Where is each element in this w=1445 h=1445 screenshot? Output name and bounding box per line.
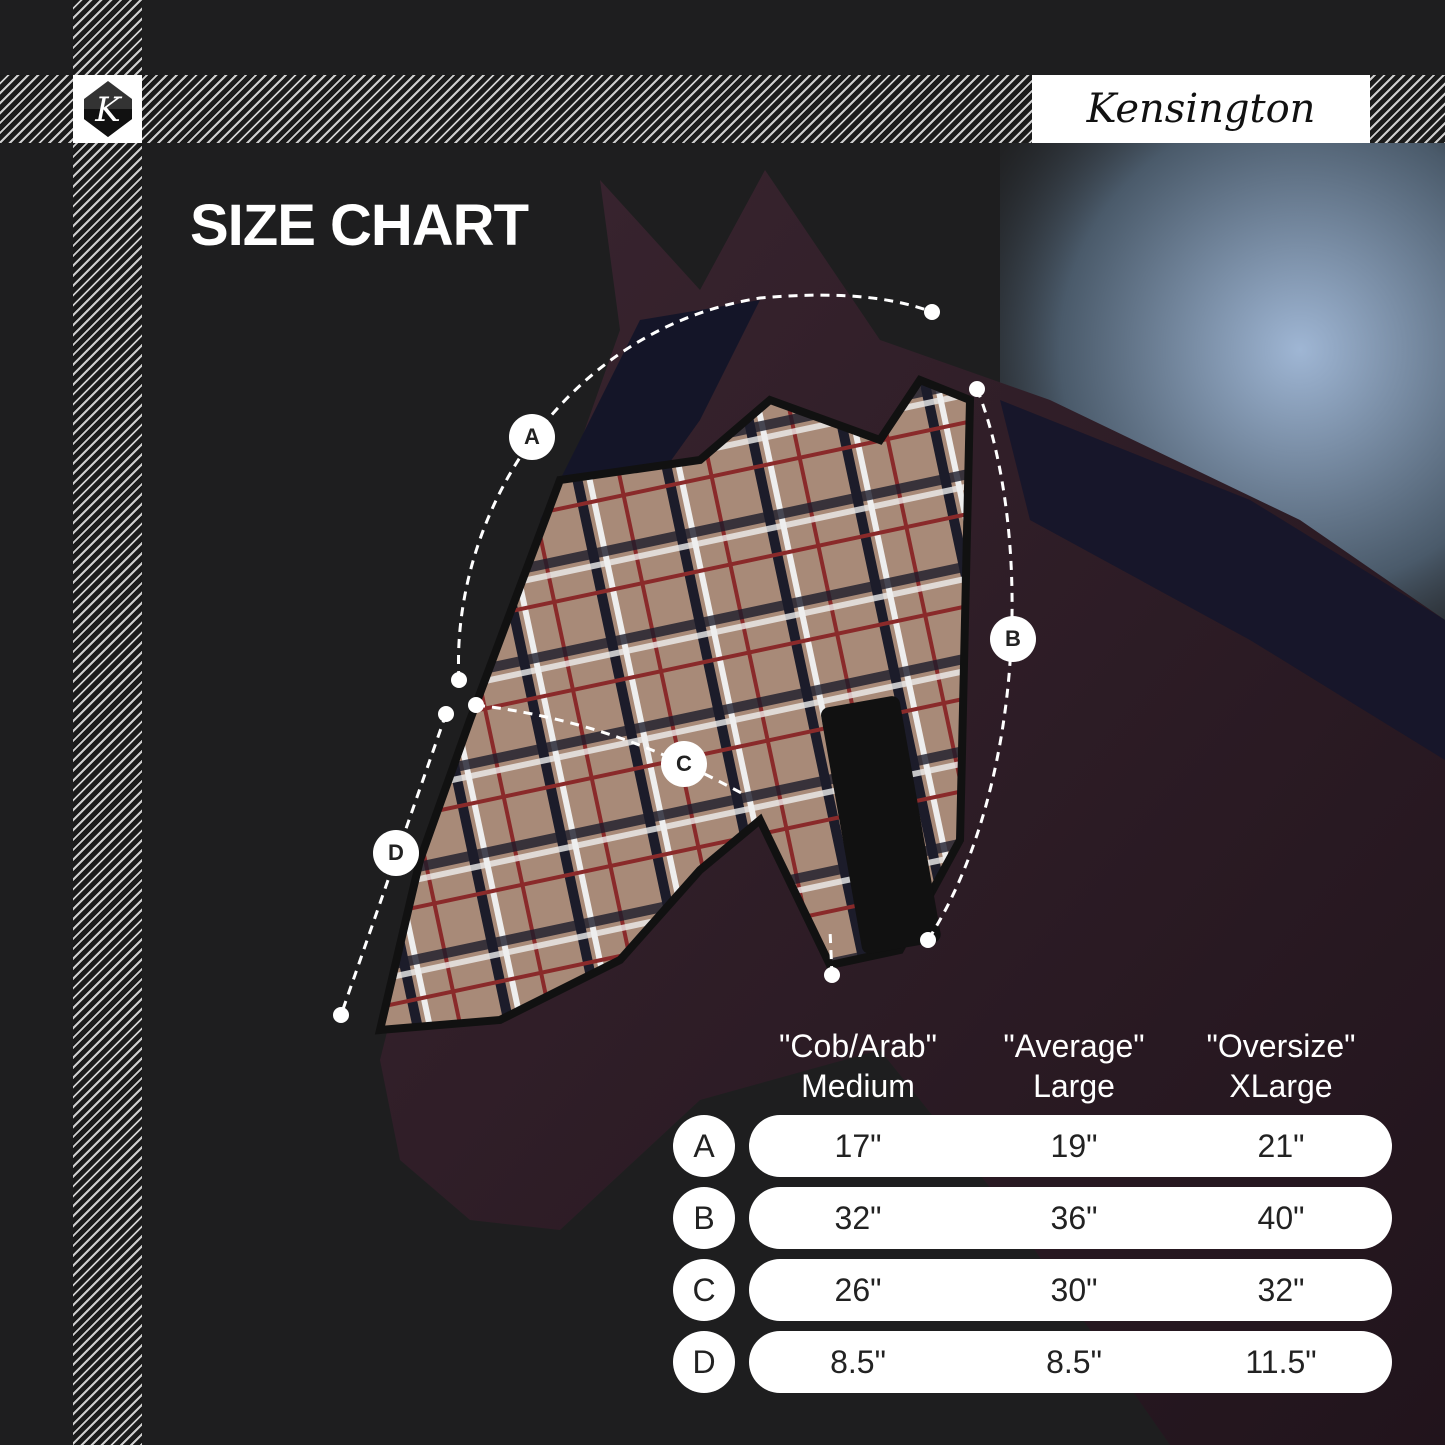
- table-cell: 19": [1050, 1128, 1098, 1164]
- column-nickname: "Oversize": [1206, 1028, 1356, 1064]
- measure-line-d: [339, 713, 448, 1016]
- table-cell: 30": [1050, 1272, 1098, 1308]
- column-header-large: "Average" Large: [964, 1026, 1184, 1106]
- column-header-medium: "Cob/Arab" Medium: [748, 1026, 968, 1106]
- marker-b: B: [990, 616, 1036, 662]
- table-row: 8.5" 8.5" 11.5": [749, 1331, 1392, 1393]
- marker-a: A: [509, 414, 555, 460]
- table-cell: 8.5": [1046, 1344, 1102, 1380]
- table-row: 17" 19" 21": [749, 1115, 1392, 1177]
- svg-text:K: K: [94, 90, 123, 130]
- row-label: D: [673, 1331, 735, 1393]
- table-cell: 21": [1257, 1128, 1305, 1164]
- table-cell: 17": [834, 1128, 882, 1164]
- row-label: B: [673, 1187, 735, 1249]
- table-cell: 11.5": [1245, 1344, 1317, 1380]
- measure-line-c: [475, 703, 746, 797]
- page-title: SIZE CHART: [190, 193, 529, 258]
- column-nickname: "Average": [1003, 1028, 1145, 1064]
- vertical-stripe-band: [73, 0, 142, 1445]
- table-cell: 32": [834, 1200, 882, 1236]
- marker-c: C: [661, 741, 707, 787]
- column-nickname: "Cob/Arab": [779, 1028, 937, 1064]
- table-cell: 8.5": [830, 1344, 886, 1380]
- table-row: 26" 30" 32": [749, 1259, 1392, 1321]
- row-label: C: [673, 1259, 735, 1321]
- column-size: Medium: [801, 1068, 915, 1104]
- marker-d: D: [373, 830, 419, 876]
- kensington-wordmark-logo: Kensington: [1032, 75, 1370, 143]
- table-cell: 26": [834, 1272, 882, 1308]
- table-row: 32" 36" 40": [749, 1187, 1392, 1249]
- table-cell: 36": [1050, 1200, 1098, 1236]
- table-cell: 40": [1257, 1200, 1305, 1236]
- column-size: Large: [1033, 1068, 1115, 1104]
- column-header-xlarge: "Oversize" XLarge: [1171, 1026, 1391, 1106]
- measure-line-b: [926, 388, 1014, 941]
- row-label: A: [673, 1115, 735, 1177]
- table-cell: 32": [1257, 1272, 1305, 1308]
- column-size: XLarge: [1229, 1068, 1333, 1104]
- kensington-shield-logo: K: [73, 75, 142, 143]
- measure-line-a: [456, 293, 933, 681]
